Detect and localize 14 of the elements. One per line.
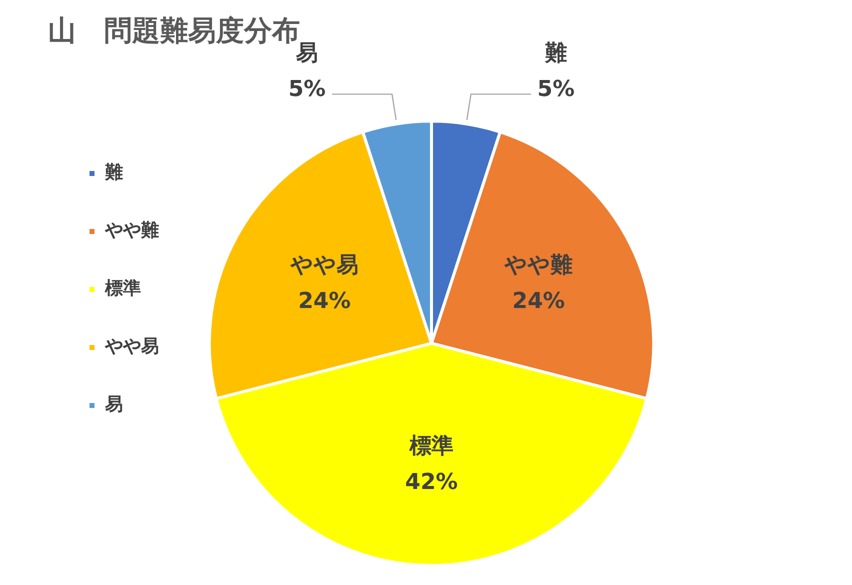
slice-label: 標準: [408, 434, 454, 460]
data-label: 5%: [537, 76, 575, 102]
slice-label: やや難: [504, 253, 573, 278]
data-label: 24%: [298, 289, 351, 314]
data-label: 42%: [405, 470, 458, 496]
legend-label: やや難: [104, 220, 159, 242]
legend-label: 難: [104, 162, 123, 184]
data-label: 5%: [288, 76, 326, 102]
slice-label: 難: [544, 40, 567, 66]
slice-label: やや易: [289, 253, 358, 278]
legend-label: 易: [104, 394, 123, 416]
legend-label: 標準: [104, 278, 141, 300]
legend-label: やや易: [104, 336, 159, 358]
data-label: 24%: [512, 289, 565, 314]
